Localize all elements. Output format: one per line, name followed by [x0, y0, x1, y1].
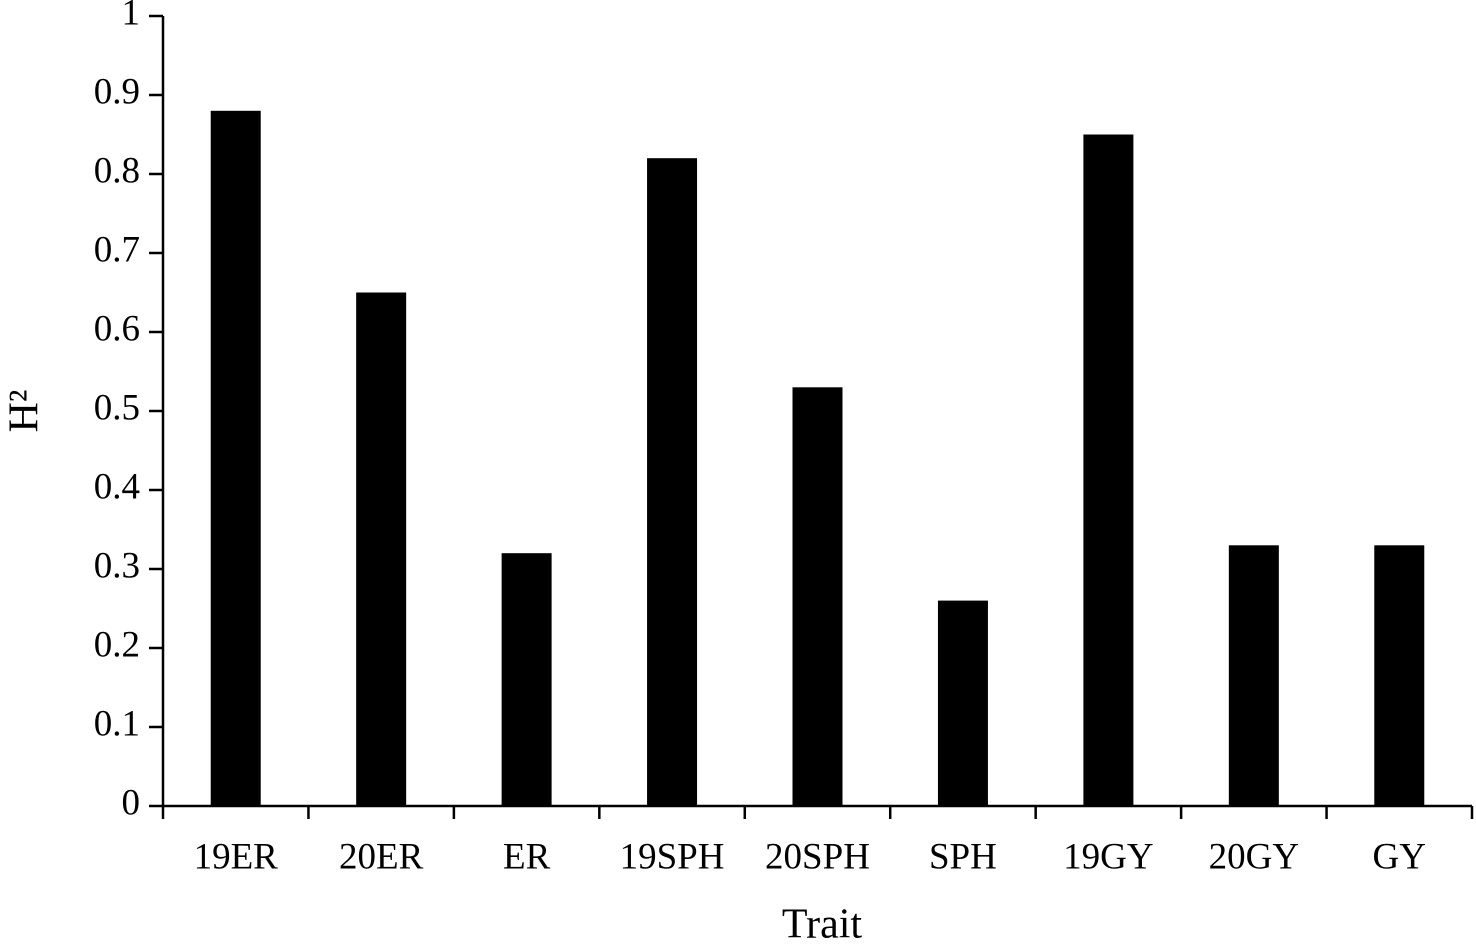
- y-tick-label: 0.9: [94, 71, 140, 112]
- y-tick-label: 0.3: [94, 545, 140, 586]
- x-tick-label: ER: [503, 836, 551, 877]
- y-tick-label: 0.2: [94, 624, 140, 665]
- bar: [501, 553, 552, 806]
- bar: [210, 110, 261, 807]
- x-tick-label: 20SPH: [765, 836, 870, 877]
- x-tick-label: SPH: [929, 836, 997, 877]
- bar: [1374, 545, 1425, 806]
- x-tick-label: 19ER: [194, 836, 279, 877]
- y-tick-label: 0.5: [94, 387, 140, 428]
- y-axis-label: H²: [2, 390, 48, 433]
- y-tick-label: 0.1: [94, 703, 140, 744]
- x-tick-label: 20ER: [339, 836, 424, 877]
- x-tick-label: GY: [1373, 836, 1426, 877]
- y-tick-label: 0.6: [94, 308, 140, 349]
- y-tick-label: 0: [122, 782, 141, 823]
- x-axis-label: Trait: [782, 902, 862, 945]
- x-tick-label: 19GY: [1063, 836, 1153, 877]
- y-tick-label: 1: [122, 0, 141, 33]
- x-tick-label: 20GY: [1209, 836, 1299, 877]
- bar: [1083, 134, 1134, 806]
- y-tick-label: 0.8: [94, 150, 140, 191]
- bar: [356, 292, 407, 806]
- x-tick-label: 19SPH: [620, 836, 725, 877]
- bar: [1228, 545, 1279, 806]
- y-tick-label: 0.4: [94, 466, 140, 507]
- y-tick-label: 0.7: [94, 229, 140, 270]
- bar: [792, 387, 843, 806]
- bar: [937, 600, 988, 806]
- bar: [647, 158, 698, 806]
